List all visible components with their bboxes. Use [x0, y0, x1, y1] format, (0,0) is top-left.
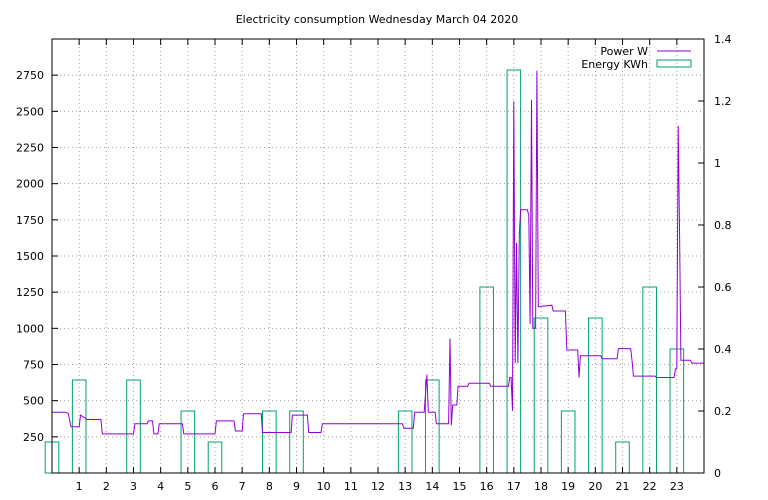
- y-left-tick-label: 750: [23, 359, 44, 372]
- x-tick-label: 16: [480, 480, 494, 493]
- energy-bars: [44, 69, 685, 474]
- y-left-tick-label: 2000: [16, 178, 44, 191]
- legend-swatch-energy: [656, 59, 692, 68]
- y-left-tick-label: 1000: [16, 322, 44, 335]
- y-left-tick-label: 1750: [16, 214, 44, 227]
- x-tick-label: 8: [266, 480, 273, 493]
- y-right-tick-label: 0.2: [714, 405, 732, 418]
- x-tick-label: 9: [293, 480, 300, 493]
- y-right-tick-label: 0.6: [714, 281, 732, 294]
- x-tick-label: 1: [76, 480, 83, 493]
- y-right-tick-labels: 0 0.2 0.4 0.6 0.8 1 1.2 1.4: [714, 33, 732, 480]
- x-tick-label: 10: [317, 480, 331, 493]
- x-tick-label: 23: [670, 480, 684, 493]
- x-tick-label: 2: [103, 480, 110, 493]
- y-right-tick-label: 0.4: [714, 343, 732, 356]
- y-left-tick-label: 500: [23, 395, 44, 408]
- y-left-tick-labels: 250 500 750 1000 1250 1500 1750 2000 2250 2500 275…: [16, 69, 44, 444]
- y-left-tick-label: 1250: [16, 286, 44, 299]
- x-tick-label: 12: [371, 480, 385, 493]
- y-right-tick-label: 1.4: [714, 33, 732, 46]
- x-tick-label: 18: [534, 480, 548, 493]
- x-tick-label: 20: [588, 480, 602, 493]
- x-tick-label: 4: [157, 480, 164, 493]
- y-left-tick-label: 250: [23, 431, 44, 444]
- y-left-tick-label: 2750: [16, 69, 44, 82]
- y-left-tick-label: 1500: [16, 250, 44, 263]
- x-tick-label: 6: [212, 480, 219, 493]
- x-tick-label: 14: [425, 480, 439, 493]
- legend-label-power: Power W: [600, 45, 648, 58]
- x-tick-label: 13: [398, 480, 412, 493]
- x-tick-label: 21: [616, 480, 630, 493]
- x-tick-label: 22: [643, 480, 657, 493]
- power-line: [52, 70, 704, 435]
- chart-title: Electricity consumption Wednesday March …: [236, 13, 519, 26]
- x-tick-label: 17: [507, 480, 521, 493]
- y-left-tick-label: 2500: [16, 105, 44, 118]
- x-tick-label: 15: [453, 480, 467, 493]
- x-tick-labels: 1 2 3 4 5 6 7 8 9 10 11 12 13 14 15 16 17 18 19 20 21 22 23: [76, 480, 684, 493]
- x-tick-label: 11: [344, 480, 358, 493]
- axis-ticks: [52, 38, 704, 474]
- power-line-layer: [52, 70, 704, 435]
- legend-label-energy: Energy KWh: [581, 58, 648, 71]
- y-right-tick-label: 1: [714, 157, 721, 170]
- x-tick-label: 5: [184, 480, 191, 493]
- y-right-tick-label: 0.8: [714, 219, 732, 232]
- legend: Power W Energy KWh: [581, 45, 692, 71]
- y-right-tick-label: 1.2: [714, 95, 732, 108]
- x-tick-label: 3: [130, 480, 137, 493]
- x-tick-label: 19: [561, 480, 575, 493]
- x-tick-label: 7: [239, 480, 246, 493]
- grid: [52, 39, 704, 473]
- y-right-tick-label: 0: [714, 467, 721, 480]
- y-left-tick-label: 2250: [16, 142, 44, 155]
